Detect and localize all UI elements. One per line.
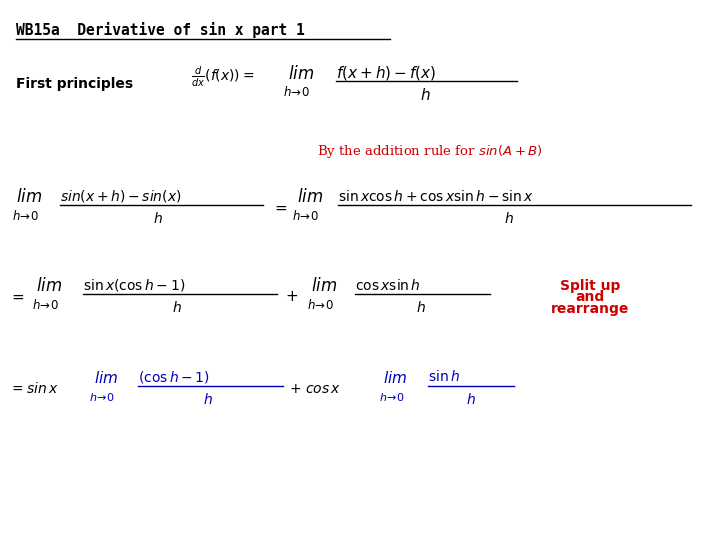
- Text: $h \!\rightarrow\! 0$: $h \!\rightarrow\! 0$: [283, 85, 310, 99]
- Text: $h$: $h$: [153, 211, 163, 226]
- Text: $h$: $h$: [466, 392, 476, 407]
- Text: $\mathit{lim}$: $\mathit{lim}$: [288, 65, 315, 83]
- Text: $\mathit{lim}$: $\mathit{lim}$: [16, 188, 42, 206]
- Text: $= \mathit{sin}\, x$: $= \mathit{sin}\, x$: [9, 381, 58, 396]
- Text: $f(x+h)-f(x)$: $f(x+h)-f(x)$: [336, 64, 436, 82]
- Text: Split up: Split up: [560, 279, 621, 293]
- Text: $h$: $h$: [420, 86, 431, 103]
- Text: $\sin x \cos h + \cos x \sin h - \sin x$: $\sin x \cos h + \cos x \sin h - \sin x$: [338, 188, 534, 204]
- Text: rearrange: rearrange: [552, 302, 629, 316]
- Text: $h$: $h$: [504, 211, 514, 226]
- Text: First principles: First principles: [16, 77, 133, 91]
- Text: $\frac{d}{dx}(f(x))=$: $\frac{d}{dx}(f(x))=$: [191, 65, 254, 90]
- Text: $\sin h$: $\sin h$: [428, 369, 459, 384]
- Text: $\mathit{lim}$: $\mathit{lim}$: [36, 277, 63, 295]
- Text: $+\ \mathit{cos}\, x$: $+\ \mathit{cos}\, x$: [289, 382, 341, 396]
- Text: $\cos x \sin h$: $\cos x \sin h$: [355, 278, 420, 293]
- Text: $h$: $h$: [203, 392, 213, 407]
- Text: $\mathit{lim}$: $\mathit{lim}$: [297, 188, 323, 206]
- Text: $\mathit{lim}$: $\mathit{lim}$: [94, 370, 118, 386]
- Text: $h \!\rightarrow\! 0$: $h \!\rightarrow\! 0$: [12, 209, 38, 223]
- Text: $\mathit{sin}(x+h)-\mathit{sin}(x)$: $\mathit{sin}(x+h)-\mathit{sin}(x)$: [60, 188, 181, 204]
- Text: $\mathit{lim}$: $\mathit{lim}$: [383, 370, 408, 386]
- Text: WB15a  Derivative of sin x part 1: WB15a Derivative of sin x part 1: [16, 22, 305, 38]
- Text: By the addition rule for $\mathit{sin}(A+B)$: By the addition rule for $\mathit{sin}(A…: [317, 143, 543, 160]
- Text: $+$: $+$: [285, 290, 298, 304]
- Text: $h \!\rightarrow\! 0$: $h \!\rightarrow\! 0$: [89, 391, 114, 403]
- Text: and: and: [576, 290, 605, 304]
- Text: $\sin x(\cos h - 1)$: $\sin x(\cos h - 1)$: [83, 277, 185, 293]
- Text: $=$: $=$: [9, 290, 24, 304]
- Text: $h$: $h$: [416, 300, 426, 315]
- Text: $h \!\rightarrow\! 0$: $h \!\rightarrow\! 0$: [379, 391, 404, 403]
- Text: $(\cos h - 1)$: $(\cos h - 1)$: [138, 369, 210, 385]
- Text: $h \!\rightarrow\! 0$: $h \!\rightarrow\! 0$: [32, 298, 58, 312]
- Text: $h$: $h$: [172, 300, 182, 315]
- Text: $h \!\rightarrow\! 0$: $h \!\rightarrow\! 0$: [307, 298, 333, 312]
- Text: $h \!\rightarrow\! 0$: $h \!\rightarrow\! 0$: [292, 209, 319, 223]
- Text: $=$: $=$: [272, 201, 288, 215]
- Text: $\mathit{lim}$: $\mathit{lim}$: [311, 277, 338, 295]
